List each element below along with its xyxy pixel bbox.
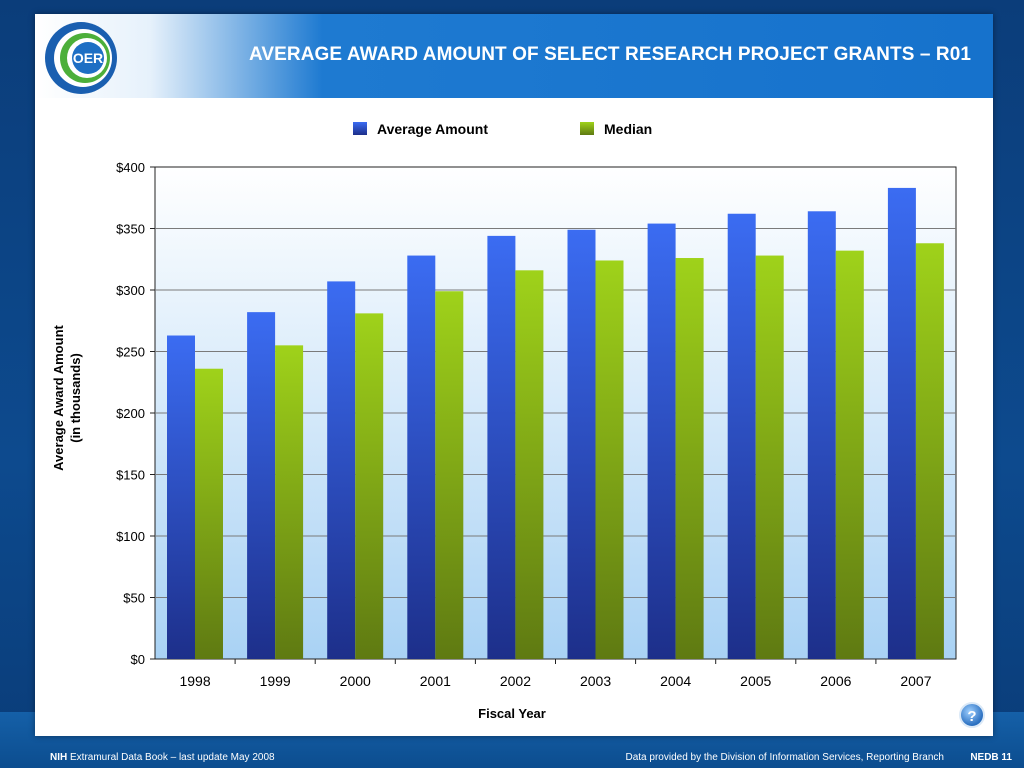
legend-swatch bbox=[580, 122, 594, 135]
x-tick-label: 2004 bbox=[660, 673, 691, 689]
bar-average-amount bbox=[647, 223, 676, 659]
bar-chart: $0 $50 $100 $150 $200 $250 $300 $350 $400 1998 19… bbox=[51, 121, 957, 721]
y-tick-label: $250 bbox=[116, 345, 145, 360]
y-tick-label: $400 bbox=[116, 160, 145, 175]
nih-seal bbox=[92, 680, 140, 728]
bar-average-amount bbox=[567, 229, 596, 660]
footer-org: NIH bbox=[50, 752, 68, 763]
bar-average-amount bbox=[407, 255, 436, 659]
y-axis-label-line2: (in thousands) bbox=[68, 353, 83, 443]
bar-average-amount bbox=[727, 213, 756, 660]
bar-median bbox=[675, 258, 704, 659]
y-tick-label: $200 bbox=[116, 406, 145, 421]
bar-average-amount bbox=[167, 335, 195, 659]
bar-median bbox=[275, 345, 304, 659]
x-tick-label: 1999 bbox=[260, 673, 291, 689]
y-tick-label: $300 bbox=[116, 283, 145, 298]
bar-median bbox=[595, 260, 624, 659]
y-tick-label: $50 bbox=[123, 591, 145, 606]
help-button[interactable]: ? bbox=[959, 702, 985, 728]
bar-average-amount bbox=[807, 211, 836, 659]
x-tick-label: 2000 bbox=[340, 673, 371, 689]
bar-average-amount bbox=[487, 235, 516, 659]
y-tick-label: $100 bbox=[116, 529, 145, 544]
x-tick-label: 2003 bbox=[580, 673, 611, 689]
bar-median bbox=[835, 250, 864, 659]
footer-source: Data provided by the Division of Informa… bbox=[625, 752, 945, 763]
legend-label: Average Amount bbox=[377, 121, 488, 137]
bar-average-amount bbox=[327, 281, 356, 659]
x-tick-label: 2002 bbox=[500, 673, 531, 689]
page-number: NEDB 11 bbox=[970, 752, 1012, 763]
y-axis-label: Average Award Amount bbox=[51, 324, 66, 470]
bar-median bbox=[515, 270, 544, 659]
legend-swatch bbox=[353, 122, 367, 135]
oer-logo-text: OER bbox=[73, 50, 103, 66]
x-tick-label: 1998 bbox=[179, 673, 210, 689]
y-tick-label: $150 bbox=[116, 468, 145, 483]
bar-median bbox=[355, 313, 384, 659]
x-tick-label: 2005 bbox=[740, 673, 771, 689]
slide-title: AVERAGE AWARD AMOUNT OF SELECT RESEARCH … bbox=[248, 44, 972, 65]
footer-left-text: Extramural Data Book – last update May 2… bbox=[67, 752, 275, 763]
hhs-seal bbox=[42, 682, 88, 728]
y-tick-label: $0 bbox=[131, 652, 145, 667]
x-tick-label: 2001 bbox=[420, 673, 451, 689]
bar-median bbox=[195, 368, 223, 659]
x-tick-label: 2007 bbox=[900, 673, 931, 689]
header-bar bbox=[35, 14, 993, 98]
y-tick-label: $350 bbox=[116, 222, 145, 237]
footer-left: NIH Extramural Data Book – last update M… bbox=[50, 752, 275, 763]
oer-logo: OER bbox=[45, 22, 117, 94]
bar-median bbox=[915, 243, 944, 659]
slide: OER AVERAGE AWARD AMOUNT OF SELECT RESEA… bbox=[35, 14, 993, 736]
x-tick-label: 2006 bbox=[820, 673, 851, 689]
x-axis-label: Fiscal Year bbox=[478, 706, 546, 721]
bar-average-amount bbox=[247, 312, 276, 659]
bar-median bbox=[435, 291, 464, 659]
bar-median bbox=[755, 255, 784, 659]
bar-average-amount bbox=[887, 187, 916, 659]
legend-label: Median bbox=[604, 121, 652, 137]
